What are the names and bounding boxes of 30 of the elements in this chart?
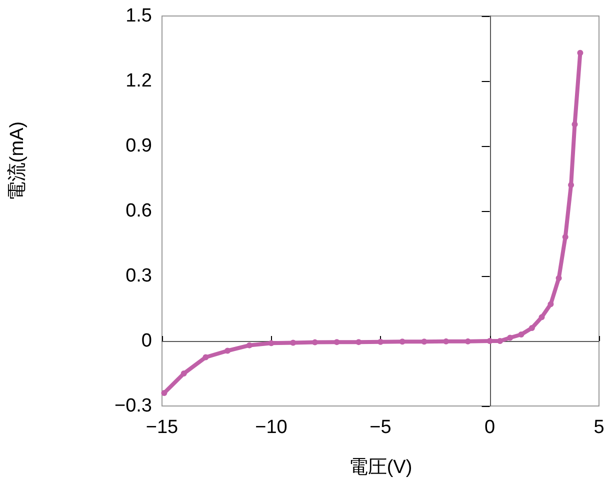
point — [548, 301, 554, 308]
point — [538, 314, 545, 320]
point — [577, 50, 584, 56]
point — [246, 342, 252, 348]
x-tick-label: 5 — [594, 417, 604, 438]
y-tick-label: 1.2 — [126, 70, 152, 92]
point — [224, 348, 231, 354]
point — [518, 332, 524, 338]
point — [180, 370, 187, 376]
x-axis-title: 電圧(V) — [348, 457, 412, 478]
point — [556, 275, 562, 282]
y-tick-label: −0.3 — [114, 396, 152, 416]
point — [507, 334, 514, 341]
y-axis-title: 電流(mA) — [6, 121, 28, 201]
point — [528, 325, 535, 331]
point — [161, 390, 168, 396]
x-tick-label: −5 — [370, 417, 392, 438]
point — [202, 354, 209, 360]
y-tick-label: 0.3 — [126, 266, 152, 286]
x-tick-label: −15 — [146, 417, 178, 438]
point — [378, 338, 384, 345]
x-tick-label: 0 — [484, 417, 496, 438]
point — [562, 234, 568, 240]
y-tick-label: 0.6 — [126, 200, 152, 222]
y-tick-label: 1.5 — [126, 6, 152, 26]
y-tick-label: 0.9 — [126, 136, 152, 156]
y-tick-label: 0 — [141, 330, 152, 352]
point — [568, 182, 574, 188]
x-tick-label: −10 — [255, 417, 288, 438]
point — [497, 338, 504, 344]
